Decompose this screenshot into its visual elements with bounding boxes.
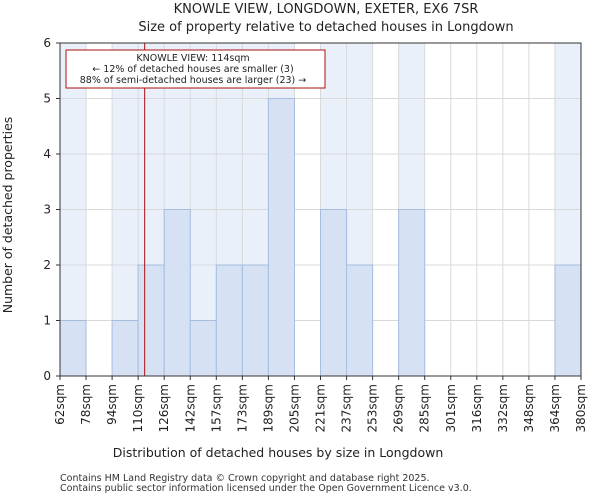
y-tick-label: 0	[43, 369, 51, 383]
bar-364sqm	[554, 264, 582, 377]
x-tick-label: 237sqm	[340, 384, 354, 432]
x-tick-label: 205sqm	[287, 384, 301, 432]
x-tick-label: 94sqm	[105, 384, 119, 425]
x-tick-label: 157sqm	[209, 384, 223, 432]
x-axis-label: Distribution of detached houses by size …	[113, 445, 444, 460]
y-tick-label: 6	[43, 36, 51, 50]
x-tick-label: 62sqm	[53, 384, 67, 425]
bar-126sqm	[163, 209, 191, 377]
bar-269sqm	[398, 209, 426, 377]
y-tick-label: 3	[43, 203, 51, 217]
footer-copyright: Contains HM Land Registry data © Crown c…	[60, 473, 430, 484]
x-tick-label: 253sqm	[366, 384, 380, 432]
chart-title: KNOWLE VIEW, LONGDOWN, EXETER, EX6 7SR	[174, 2, 479, 17]
annotation-box: KNOWLE VIEW: 114sqm ← 12% of detached ho…	[65, 49, 326, 89]
bar-94sqm	[111, 320, 139, 377]
x-tick-label: 110sqm	[131, 384, 145, 432]
x-tick-label: 142sqm	[183, 384, 197, 432]
x-tick-label: 269sqm	[392, 384, 406, 432]
x-tick-label: 380sqm	[574, 384, 588, 432]
bar-189sqm	[267, 98, 295, 377]
annotation-line-3: 88% of semi-detached houses are larger (…	[80, 75, 307, 86]
footer-licence: Contains public sector information licen…	[60, 483, 472, 494]
chart-subtitle: Size of property relative to detached ho…	[138, 20, 513, 35]
x-tick-label: 316sqm	[470, 384, 484, 432]
bar-173sqm	[241, 264, 269, 377]
x-tick-label: 221sqm	[314, 384, 328, 432]
annotation-line-2: ← 12% of detached houses are smaller (3)	[92, 64, 293, 75]
y-tick-label: 4	[43, 147, 51, 161]
y-tick-label: 1	[43, 314, 51, 328]
bar-142sqm	[189, 320, 217, 377]
x-tick-label: 173sqm	[235, 384, 249, 432]
x-tick-label: 78sqm	[79, 384, 93, 425]
annotation-border	[65, 49, 326, 89]
x-tick-label: 301sqm	[444, 384, 458, 432]
x-tick-label: 189sqm	[261, 384, 275, 432]
x-tick-label: 364sqm	[548, 384, 562, 432]
bar-221sqm	[320, 209, 348, 377]
x-tick-label: 285sqm	[418, 384, 432, 432]
y-tick-label: 5	[43, 92, 51, 106]
annotation-line-1: KNOWLE VIEW: 114sqm	[136, 53, 249, 64]
x-tick-label: 126sqm	[157, 384, 171, 432]
y-tick-label: 2	[43, 258, 51, 272]
y-axis-label: Number of detached properties	[0, 117, 15, 314]
bar-110sqm	[137, 264, 165, 377]
bar-157sqm	[215, 264, 243, 377]
x-tick-label: 348sqm	[522, 384, 536, 432]
x-tick-label: 332sqm	[496, 384, 510, 432]
bar-237sqm	[346, 264, 374, 377]
bar-62sqm	[59, 320, 87, 377]
